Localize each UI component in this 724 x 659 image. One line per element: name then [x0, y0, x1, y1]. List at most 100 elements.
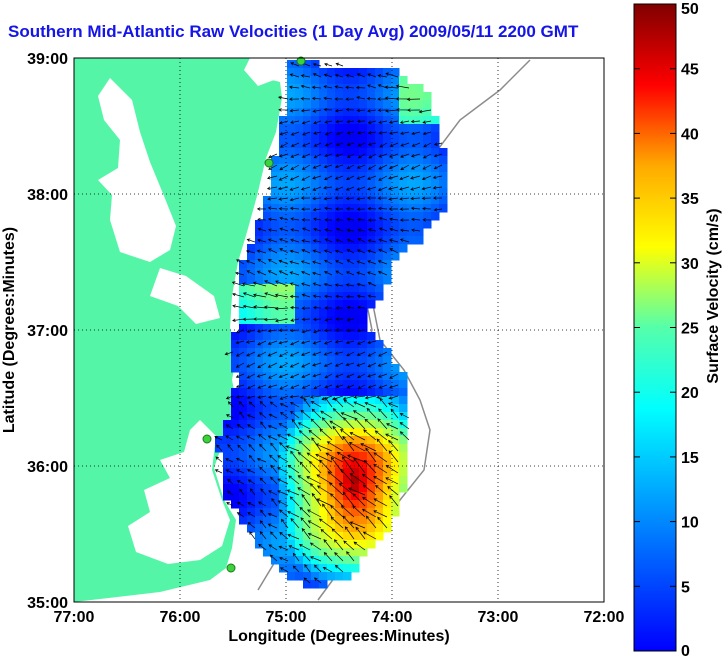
velocity-arrow — [279, 131, 289, 136]
velocity-cell — [359, 524, 368, 533]
velocity-cell — [327, 516, 336, 525]
velocity-cell — [263, 484, 272, 493]
velocity-arrow — [286, 433, 300, 441]
velocity-cell — [391, 380, 400, 389]
velocity-cell — [343, 524, 352, 533]
velocity-cell — [367, 428, 376, 437]
velocity-cell — [335, 492, 344, 501]
velocity-cell — [303, 60, 312, 69]
velocity-cell — [295, 260, 304, 269]
velocity-cell — [375, 212, 384, 221]
velocity-cell — [351, 196, 360, 205]
velocity-cell — [223, 420, 232, 429]
velocity-cell — [383, 388, 392, 397]
velocity-cell — [343, 252, 352, 261]
velocity-cell — [351, 84, 360, 93]
velocity-cell — [391, 84, 400, 93]
velocity-cell — [311, 180, 320, 189]
velocity-cell — [319, 140, 328, 149]
velocity-cell — [311, 260, 320, 269]
velocity-cell — [247, 516, 256, 525]
velocity-cell — [303, 116, 312, 125]
velocity-cell — [231, 364, 240, 373]
velocity-cell — [367, 276, 376, 285]
velocity-cell — [335, 468, 344, 477]
velocity-cell — [375, 140, 384, 149]
velocity-cell — [351, 68, 360, 77]
velocity-arrow — [246, 468, 256, 474]
velocity-arrow — [246, 238, 256, 243]
velocity-cell — [271, 476, 280, 485]
velocity-cell — [423, 164, 432, 173]
velocity-cell — [351, 92, 360, 101]
velocity-cell — [383, 116, 392, 125]
velocity-cell — [311, 476, 320, 485]
velocity-arrow — [410, 186, 421, 191]
velocity-cell — [279, 252, 288, 261]
velocity-cell — [415, 220, 424, 229]
velocity-arrow — [269, 554, 278, 562]
velocity-arrow — [253, 305, 267, 309]
velocity-arrow — [361, 508, 377, 518]
velocity-cell — [239, 260, 248, 269]
velocity-cell — [383, 268, 392, 277]
velocity-cell — [367, 436, 376, 445]
velocity-cell — [415, 156, 424, 165]
velocity-cell — [359, 140, 368, 149]
velocity-cell — [255, 500, 264, 509]
velocity-cell — [279, 500, 288, 509]
velocity-arrow — [258, 543, 267, 551]
velocity-cell — [287, 132, 296, 141]
velocity-cell — [327, 252, 336, 261]
velocity-cell — [399, 204, 408, 213]
velocity-arrow — [334, 397, 344, 408]
velocity-cell — [311, 460, 320, 469]
velocity-cell — [239, 292, 248, 301]
velocity-cell — [231, 492, 240, 501]
velocity-arrow — [357, 131, 366, 135]
velocity-cell — [327, 508, 336, 517]
velocity-arrow — [266, 186, 278, 191]
velocity-arrow — [395, 108, 410, 112]
velocity-arrow — [356, 164, 366, 169]
velocity-arrow — [264, 292, 278, 298]
velocity-cell — [319, 524, 328, 533]
velocity-cell — [287, 284, 296, 293]
velocity-cell — [295, 388, 304, 397]
velocity-cell — [375, 468, 384, 477]
velocity-cell — [351, 412, 360, 421]
velocity-arrow — [345, 340, 355, 345]
velocity-arrow — [235, 457, 245, 463]
velocity-cell — [431, 196, 440, 205]
velocity-cell — [375, 100, 384, 109]
velocity-cell — [271, 468, 280, 477]
velocity-cell — [359, 396, 368, 405]
velocity-cell — [367, 252, 376, 261]
velocity-cell — [303, 404, 312, 413]
velocity-cell — [399, 396, 408, 405]
velocity-cell — [271, 524, 280, 533]
velocity-arrow — [236, 501, 245, 507]
velocity-cell — [367, 100, 376, 109]
velocity-cell — [375, 516, 384, 525]
velocity-cell — [255, 348, 264, 357]
velocity-arrow — [433, 164, 443, 170]
velocity-arrow — [356, 282, 366, 287]
velocity-cell — [375, 244, 384, 253]
velocity-cell — [367, 356, 376, 365]
velocity-cell — [367, 516, 376, 525]
velocity-arrow — [311, 85, 322, 90]
velocity-arrow — [411, 228, 421, 232]
velocity-arrow — [334, 362, 344, 367]
velocity-cell — [399, 156, 408, 165]
velocity-cell — [351, 452, 360, 461]
velocity-cell — [359, 404, 368, 413]
velocity-cell — [239, 428, 248, 437]
velocity-cell — [279, 548, 288, 557]
velocity-cell — [351, 132, 360, 141]
velocity-cell — [399, 460, 408, 469]
velocity-cell — [279, 140, 288, 149]
velocity-cell — [391, 420, 400, 429]
velocity-cell — [319, 476, 328, 485]
velocity-cell — [231, 396, 240, 405]
